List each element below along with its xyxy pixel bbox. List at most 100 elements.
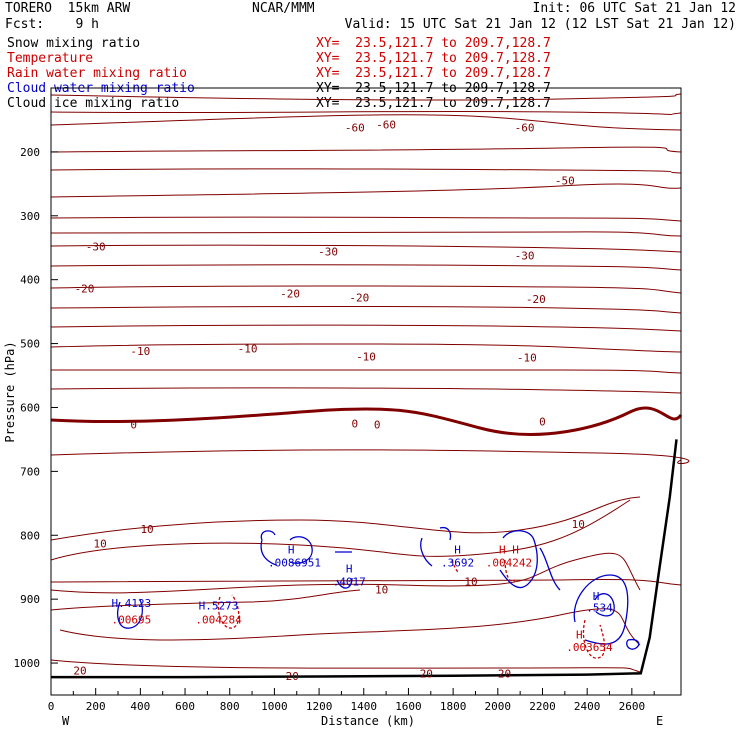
x-tick-label: 2400: [574, 700, 601, 713]
maximum-label: H.5273: [199, 600, 239, 613]
isotherm-15: [50, 387, 682, 394]
maximum-label: .534: [586, 601, 613, 614]
y-axis-label: Pressure (hPa): [3, 341, 17, 442]
forecast-hour: Fcst: 9 h: [5, 17, 99, 32]
plot-border: [50, 87, 682, 696]
maximum-label: H: [454, 543, 461, 556]
contour-label: -10: [356, 350, 376, 363]
x-tick-label: 600: [175, 700, 195, 713]
field-xy-temperature: XY= 23.5,121.7 to 209.7,128.7: [316, 51, 551, 66]
x-axis: 0 200 400 600 800 1000 1200 1400 1600 1800 2000 220…: [48, 688, 655, 713]
maximum-label: H: [346, 562, 353, 575]
hydrometeor-contour-10: [217, 594, 240, 629]
x-tick-label: 200: [86, 700, 106, 713]
contour-label: -30: [318, 246, 338, 259]
isotherm-5: [50, 183, 682, 198]
zero-isotherm: [50, 406, 683, 436]
isotherm-13: [50, 343, 682, 353]
maximum-label: .004284: [195, 614, 242, 627]
maximum-label: H: [576, 628, 583, 641]
contour-label: 0: [539, 416, 546, 429]
contour-label: -60: [345, 122, 365, 135]
isotherm-0: [50, 93, 682, 101]
contour-label: -20: [75, 283, 95, 296]
contour-label: -10: [238, 343, 258, 356]
contour-label: 10: [140, 523, 153, 536]
x-tick-label: 800: [220, 700, 240, 713]
maximum-label: H: [593, 590, 600, 603]
isotherm-3: [50, 146, 682, 153]
hydrometeor-contour-0: [260, 530, 277, 566]
terrain-line: [51, 439, 678, 679]
y-tick-label: 200: [20, 146, 40, 159]
hydrometeor-contour-7: [573, 574, 629, 645]
contour-label: -30: [515, 249, 535, 262]
maximum-label: .0086951: [268, 557, 321, 570]
contour-label: 10: [375, 584, 388, 597]
temperature-contours: [50, 93, 690, 673]
maximum-label: .003654: [566, 641, 613, 654]
contour-label: -20: [526, 293, 546, 306]
isotherm-6: [50, 216, 682, 222]
contour-label: 10: [464, 575, 477, 588]
hydrometeor-contour-13: [451, 559, 459, 573]
hydrometeor-contour-8: [594, 593, 615, 617]
x-tick-label: 2200: [529, 700, 556, 713]
maximum-label: H.4123: [112, 597, 152, 610]
contour-label: 20: [286, 670, 299, 683]
isotherm-16: [50, 579, 682, 586]
isotherm-10-upper: [50, 496, 641, 541]
isotherm-10-mid: [50, 499, 631, 561]
hydrometeor-contour-2: [335, 551, 353, 589]
x-tick-label: 1000: [261, 700, 288, 713]
y-axis: 200 300 400 500 600 700 800 900 1000: [14, 146, 58, 670]
hydrometeor-contours: [117, 526, 640, 659]
isotherm-4: [50, 168, 682, 174]
maximum-label: .3692: [441, 557, 474, 570]
maximum-label: .4017: [333, 575, 366, 588]
hydrometeor-contour-4: [499, 530, 538, 589]
y-tick-label: 800: [20, 529, 40, 542]
maximum-label: .004242: [486, 557, 532, 570]
west-label: W: [62, 714, 70, 728]
y-tick-label: 700: [20, 465, 40, 478]
x-tick-label: 0: [48, 700, 55, 713]
contour-label: 20: [73, 665, 86, 678]
isotherm-14: [50, 369, 682, 374]
field-name-rain: Rain water mixing ratio: [7, 66, 188, 81]
plot-frame: [50, 87, 682, 696]
x-axis-label: Distance (km): [321, 714, 415, 728]
y-tick-label: 900: [20, 593, 40, 606]
center-label: NCAR/MMM: [252, 1, 315, 16]
contour-label: 10: [572, 518, 585, 531]
contour-label: -20: [280, 288, 300, 301]
isotherm-8: [50, 244, 682, 253]
contour-label: -10: [130, 345, 150, 358]
contour-label: -10: [517, 352, 537, 365]
y-tick-label: 400: [20, 274, 40, 287]
field-xy-rain: XY= 23.5,121.7 to 209.7,128.7: [316, 66, 551, 81]
contour-label: -20: [349, 292, 369, 305]
isotherm-7: [50, 231, 682, 237]
contour-label: -50: [555, 175, 575, 188]
isotherm-9: [50, 264, 682, 271]
contour-label: 0: [130, 419, 137, 432]
isotherm-2: [50, 114, 682, 131]
contour-label: 0: [352, 417, 359, 430]
contour-label: 10: [94, 538, 107, 551]
x-tick-label: 1600: [395, 700, 422, 713]
y-tick-label: 300: [20, 210, 40, 223]
isotherm-12: [50, 324, 682, 332]
maximum-label: H H: [499, 543, 519, 556]
isotherm-1: [50, 110, 682, 116]
isotherm-10-lower: [50, 552, 641, 594]
contour-label: -30: [86, 240, 106, 253]
maximum-label: .00695: [112, 614, 152, 627]
init-time: Init: 06 UTC Sat 21 Jan 12: [532, 1, 737, 16]
isotherm-11: [50, 306, 682, 314]
hydrometeor-contour-11: [504, 559, 516, 582]
contour-label: 20: [498, 667, 511, 680]
x-tick-label: 400: [130, 700, 150, 713]
